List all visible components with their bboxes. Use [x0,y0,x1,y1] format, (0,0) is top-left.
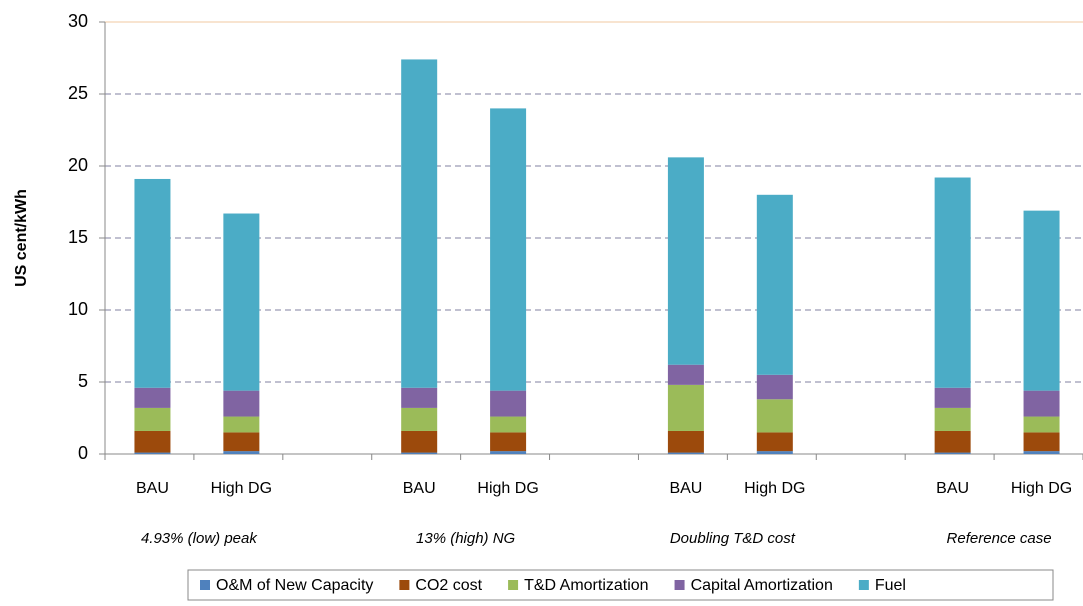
legend-swatch [200,580,210,590]
bar-segment [934,177,971,388]
bar-segment [490,432,527,452]
bar-segment [756,374,793,400]
bar-segment [667,452,704,454]
bar-segment [1023,432,1060,452]
legend: O&M of New Capacity CO2 cost T&D Amortizat… [187,569,1054,601]
x-tick-label: BAU [936,480,969,497]
bar-segment [490,416,527,433]
bar-segment [401,59,438,388]
y-tick-label: 5 [78,371,88,391]
bar-segment [667,384,704,431]
y-tick-label: 25 [68,83,88,103]
bar-segment [134,387,171,408]
x-tick-label: BAU [403,480,436,497]
x-tick-label: BAU [136,480,169,497]
y-tick-label: 0 [78,443,88,463]
y-tick-label: 30 [68,11,88,31]
bar-segment [134,430,171,453]
group-label: Doubling T&D cost [670,530,796,547]
bar-segment [490,108,527,391]
legend-label: O&M of New Capacity [216,577,373,594]
y-tick-label: 20 [68,155,88,175]
legend-swatch [858,580,869,590]
bar-segment [934,430,971,453]
bar-segment [934,387,971,408]
group-label: Reference case [947,530,1052,547]
bar-segment [490,451,527,454]
bar-segment [756,399,793,433]
bar-segment [223,390,260,417]
y-tick-label: 10 [68,299,88,319]
bar-segment [223,451,260,454]
legend-swatch [674,580,685,590]
legend-label: T&D Amortization [524,577,648,594]
bar-segment [934,452,971,454]
x-tick-label: High DG [477,480,538,497]
bar-segment [667,364,704,385]
bar-segment [223,213,260,391]
legend-box [187,569,1054,601]
bar-segment [934,407,971,431]
bar-segment [223,416,260,433]
legend-swatch [399,580,410,590]
bar-segment [401,452,438,454]
bar-segment [756,194,793,375]
legend-label: Capital Amortization [691,577,833,594]
bar-segment [756,451,793,454]
legend-label: Fuel [875,577,906,594]
y-tick-label: 15 [68,227,88,247]
group-label: 13% (high) NG [416,530,516,547]
x-tick-label: High DG [211,480,272,497]
bar-segment [401,430,438,453]
bar-segment [1023,451,1060,454]
bar-segment [401,387,438,408]
bar-segment [134,407,171,431]
x-tick-label: High DG [744,480,805,497]
bar-segment [1023,416,1060,433]
bar-segment [490,390,527,417]
bar-segment [667,430,704,453]
bar-segment [667,157,704,365]
bar-segment [756,432,793,452]
group-label: 4.93% (low) peak [141,530,258,547]
bar-segment [134,452,171,454]
x-tick-label: BAU [669,480,702,497]
bar-segment [223,432,260,452]
legend-label: CO2 cost [415,577,482,594]
bar-segment [401,407,438,431]
bar-segment [1023,390,1060,417]
bar-segment [134,178,171,388]
y-axis-label: US cent/kWh [13,189,30,287]
x-tick-label: High DG [1011,480,1072,497]
legend-swatch [508,580,519,590]
bar-segment [1023,210,1060,391]
